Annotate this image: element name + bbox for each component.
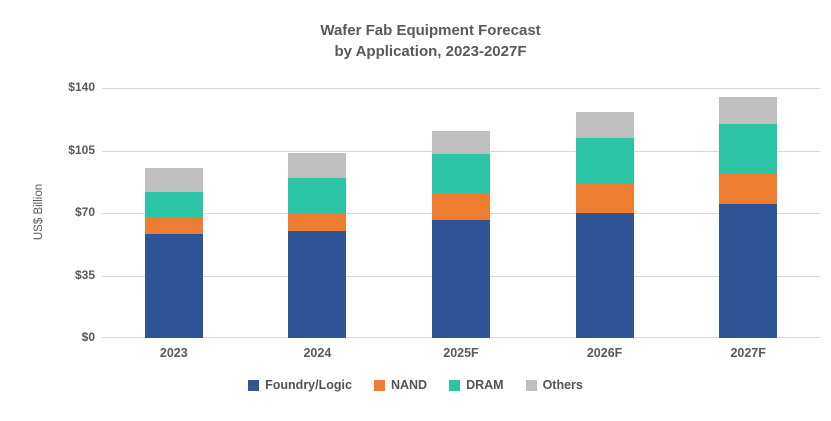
legend-item-nand: NAND: [373, 378, 428, 392]
y-tick-label: $35: [74, 267, 95, 282]
chart-title-line2: by Application, 2023-2027F: [334, 43, 527, 60]
legend-label: DRAM: [466, 378, 504, 392]
bar-segment-others: [432, 130, 490, 155]
y-tick-label: $70: [74, 205, 95, 219]
legend-label: Others: [542, 378, 583, 392]
legend-swatch: [449, 379, 461, 391]
x-axis-label-2024: 2024: [303, 346, 332, 360]
bar-segment-nand: [432, 193, 490, 221]
bar-segment-dram: [432, 154, 490, 194]
bar-segment-others: [288, 153, 347, 179]
legend-swatch: [525, 379, 537, 391]
legend-label: Foundry/Logic: [265, 378, 352, 392]
y-tick-label: $105: [68, 142, 95, 157]
bar-segment-nand: [144, 216, 203, 235]
gridline: [102, 88, 820, 89]
bar-2023: [144, 168, 203, 338]
bar-segment-foundry-logic: [144, 234, 203, 338]
legend-item-dram: DRAM: [449, 378, 504, 392]
legend-label: NAND: [390, 378, 428, 392]
y-tick-label: $0: [81, 330, 95, 344]
bar-segment-foundry-logic: [288, 230, 347, 338]
bar-segment-foundry-logic: [719, 204, 778, 338]
bar-segment-others: [719, 96, 778, 124]
x-axis-labels: 2023 2024 2025F 2026F 2027F: [102, 346, 820, 362]
bar-2027F: [719, 96, 778, 338]
bar-segment-nand: [288, 213, 347, 231]
bar-segment-others: [575, 112, 634, 139]
bar-segment-nand: [575, 184, 634, 213]
legend-item-others: Others: [525, 378, 583, 392]
bar-segment-dram: [288, 178, 347, 214]
y-axis-ticks: $0 $35 $70 $105 $140: [0, 80, 95, 344]
bar-2026F: [575, 112, 634, 338]
bar-segment-foundry-logic: [575, 213, 634, 338]
bar-2024: [288, 153, 347, 338]
x-axis-label-2025F: 2025F: [443, 346, 479, 360]
legend-swatch: [248, 379, 260, 391]
x-axis-label-2023: 2023: [159, 346, 188, 360]
y-tick-label: $140: [68, 80, 95, 94]
bar-segment-dram: [575, 138, 634, 185]
legend-item-foundry-logic: Foundry/Logic: [248, 378, 352, 392]
bar-segment-nand: [719, 173, 778, 205]
legend: Foundry/Logic NAND DRAM Others: [0, 378, 831, 392]
bar-segment-dram: [144, 191, 203, 217]
bar-segment-foundry-logic: [432, 220, 490, 338]
plot-area: [102, 88, 820, 338]
legend-swatch: [373, 379, 385, 391]
bar-2025F: [432, 130, 490, 338]
chart-title-line1: Wafer Fab Equipment Forecast: [320, 22, 541, 39]
x-axis-label-2027F: 2027F: [730, 346, 766, 360]
bar-segment-dram: [719, 123, 778, 174]
x-axis-label-2026F: 2026F: [586, 346, 623, 360]
chart-title: Wafer Fab Equipment Forecast by Applicat…: [30, 20, 831, 62]
bar-segment-others: [144, 168, 203, 192]
